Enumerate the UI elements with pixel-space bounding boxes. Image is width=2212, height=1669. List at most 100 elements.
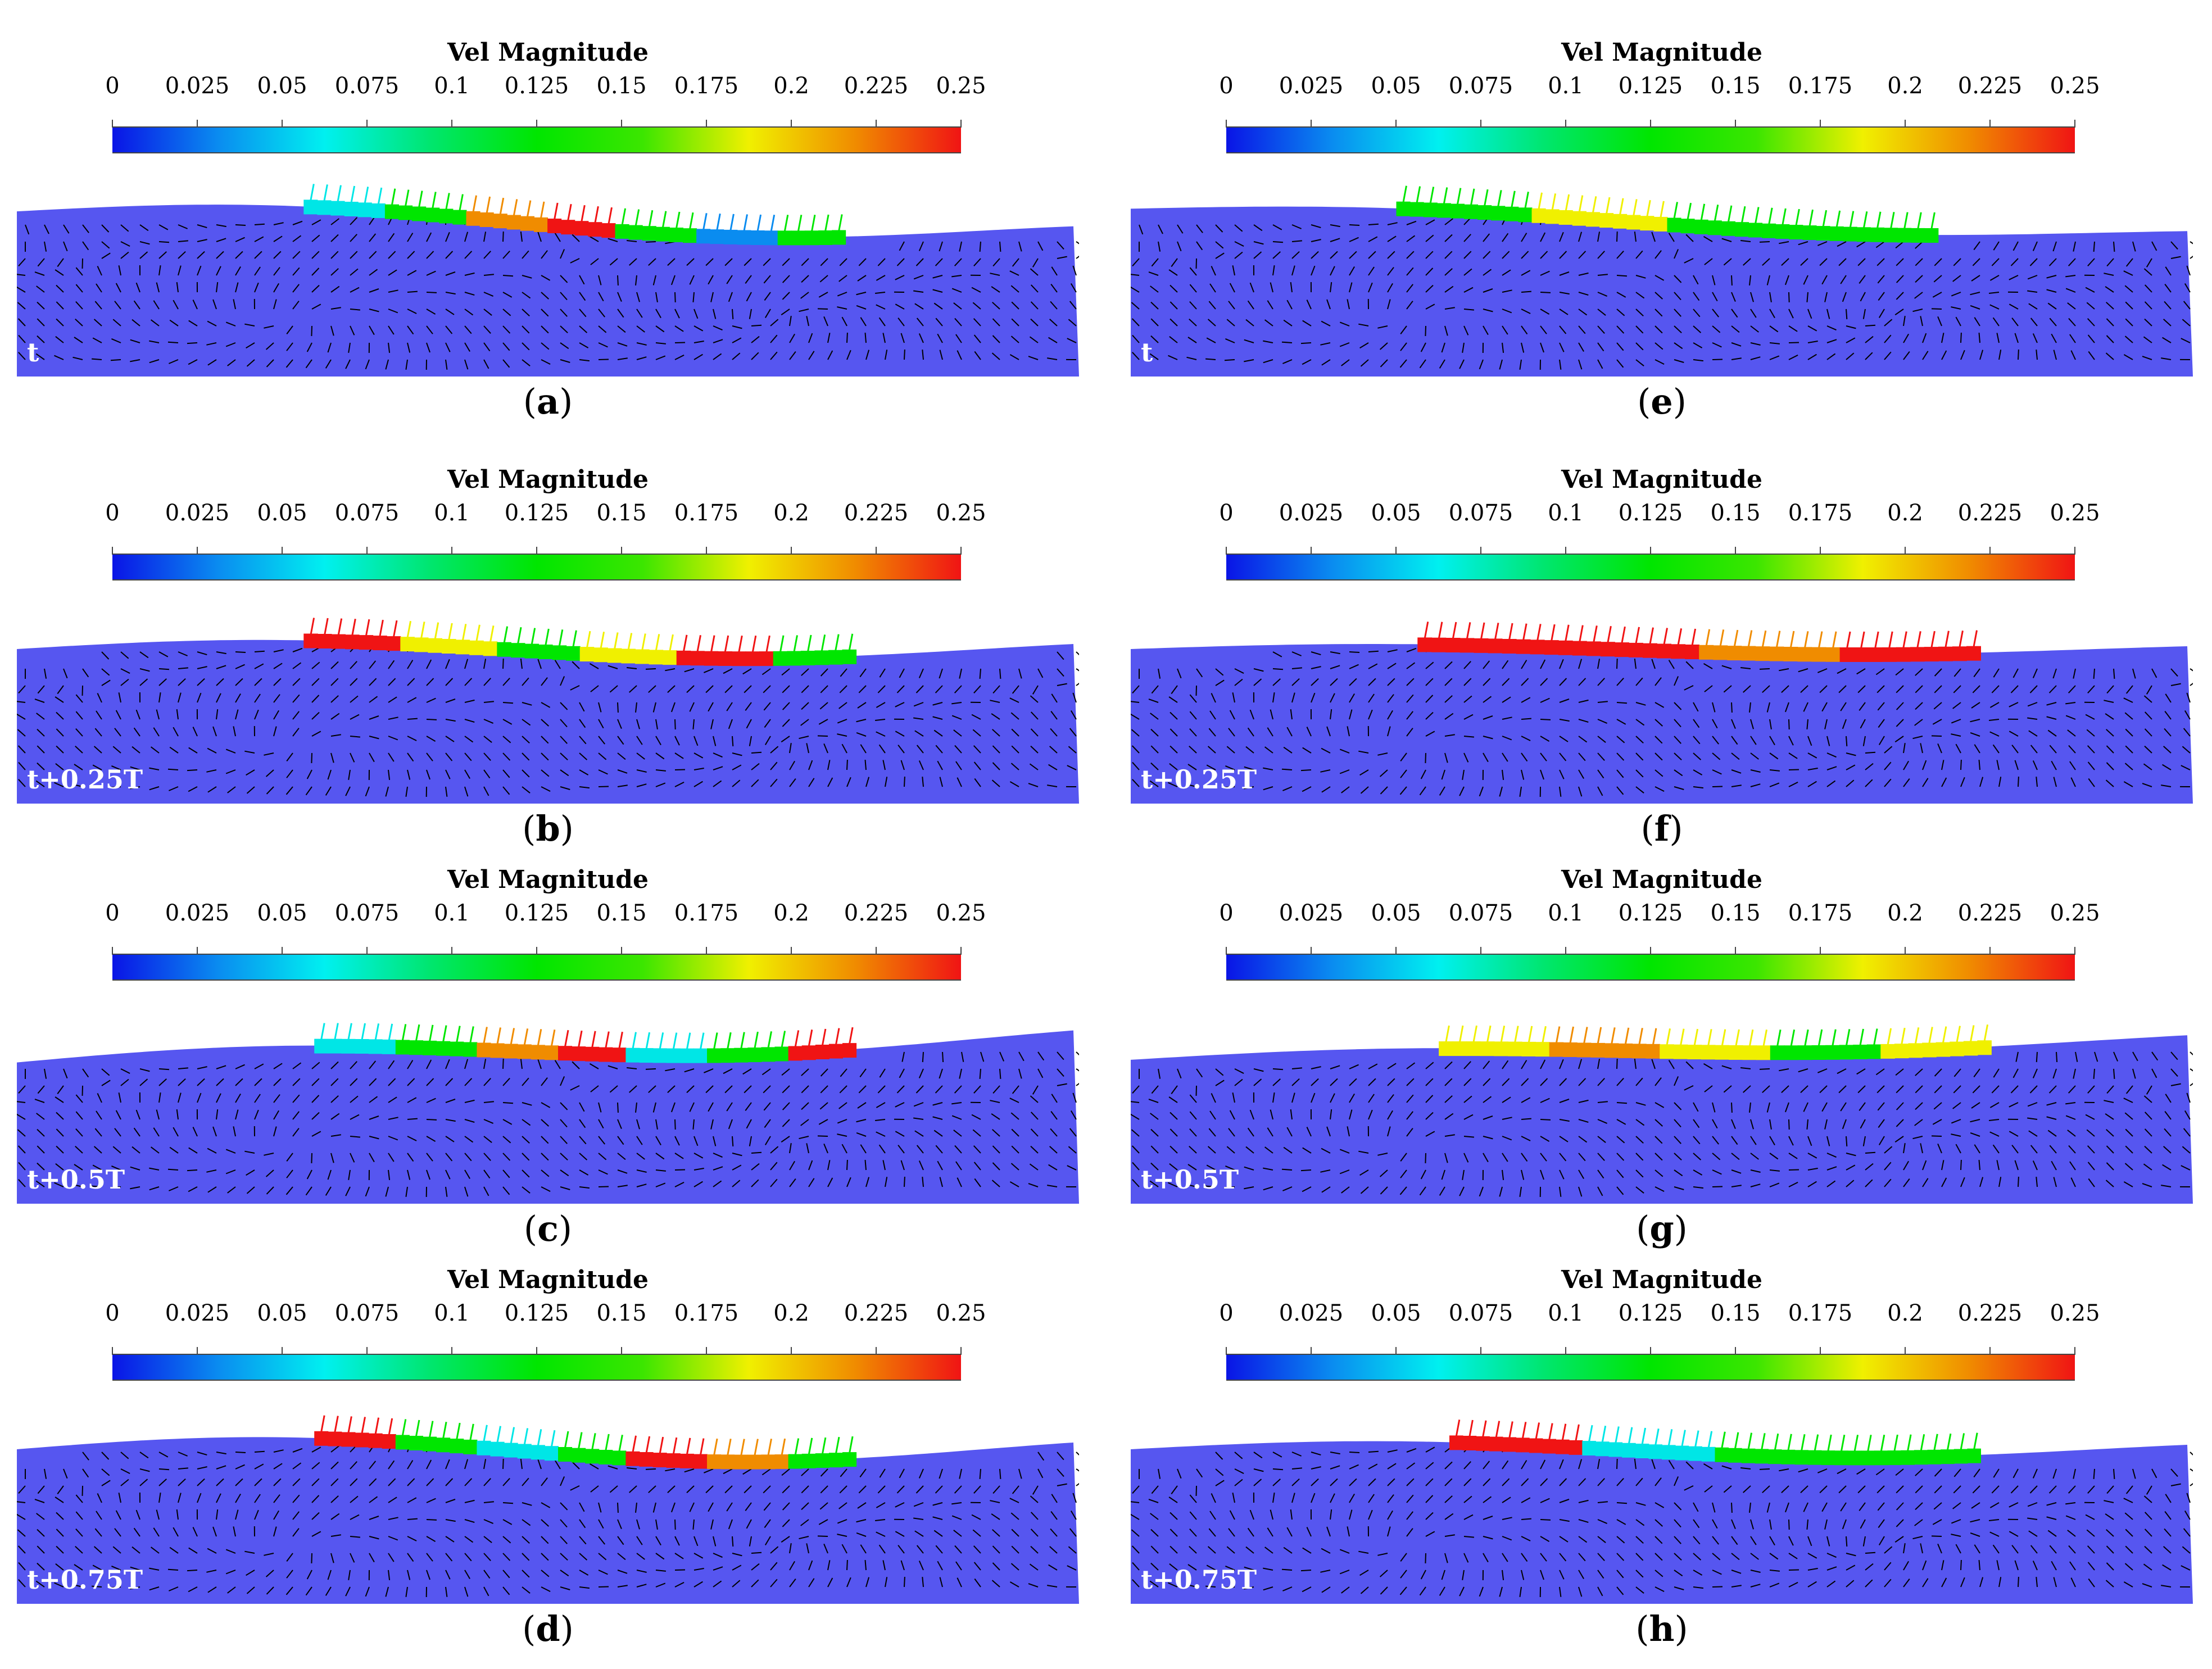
velocity-vector	[1234, 1068, 1244, 1074]
velocity-vector	[1186, 1584, 1197, 1588]
velocity-vector	[1444, 1534, 1455, 1537]
velocity-vector	[1674, 325, 1682, 334]
velocity-vector	[112, 1546, 121, 1554]
velocity-vector	[483, 1570, 491, 1579]
velocity-vector	[1578, 359, 1583, 370]
velocity-vector	[972, 302, 981, 310]
velocity-vector	[728, 1519, 733, 1530]
velocity-vector	[1048, 1164, 1058, 1171]
velocity-vector	[827, 1177, 833, 1187]
velocity-vector	[1788, 325, 1798, 332]
velocity-vector	[1057, 256, 1067, 259]
velocity-vector	[2070, 1577, 2076, 1588]
velocity-vector	[502, 1136, 511, 1144]
velocity-vector	[1731, 702, 1733, 713]
velocity-vector	[913, 1117, 924, 1120]
velocity-vector	[350, 309, 360, 311]
colorbar	[1226, 120, 2075, 153]
velocity-vector	[133, 1527, 140, 1537]
velocity-vector	[1937, 316, 1942, 326]
velocity-vector	[2032, 1068, 2038, 1078]
velocity-vector	[1674, 702, 1682, 710]
velocity-vector	[541, 752, 549, 761]
velocity-vector	[1368, 1494, 1375, 1503]
velocity-vector	[1635, 275, 1646, 279]
plate-segment	[1927, 1449, 1942, 1464]
velocity-vector	[1232, 265, 1235, 276]
velocity-vector	[808, 778, 815, 787]
velocity-vector	[1406, 711, 1413, 720]
velocity-vector	[636, 1136, 643, 1145]
velocity-vector	[1406, 662, 1416, 669]
velocity-vector	[1483, 251, 1491, 259]
velocity-vector	[111, 338, 121, 343]
velocity-vector	[2106, 1485, 2114, 1494]
velocity-vector	[1635, 1119, 1645, 1126]
velocity-vector	[579, 1119, 586, 1128]
velocity-vector	[1208, 1528, 1216, 1537]
velocity-vector	[464, 1586, 469, 1597]
velocity-vector	[426, 309, 436, 315]
velocity-vector	[235, 1078, 243, 1086]
velocity-vector	[1010, 1112, 1019, 1120]
plate-velocity-vector	[1508, 1421, 1513, 1440]
velocity-vector	[1425, 695, 1434, 703]
plate-velocity-vector	[726, 1032, 732, 1051]
velocity-vector	[1406, 728, 1413, 737]
velocity-vector	[2124, 763, 2133, 770]
plate-segment	[1466, 1041, 1481, 1056]
velocity-vector	[954, 258, 962, 266]
colorbar-tick-labels: 0 0.025 0.05 0.075 0.1 0.125 0.15 0.175 0.2 0.225…	[1219, 500, 2100, 534]
velocity-vector	[1150, 745, 1159, 754]
plate-velocity-vector	[1916, 631, 1921, 650]
plate-segment	[1897, 228, 1912, 243]
velocity-vector	[1597, 719, 1607, 724]
plate-velocity-vector	[659, 1436, 664, 1455]
velocity-vector	[1291, 240, 1302, 242]
velocity-vector	[1131, 318, 1140, 326]
velocity-vector	[1380, 359, 1388, 368]
velocity-vector	[1067, 1165, 1077, 1171]
velocity-vector	[369, 1153, 375, 1163]
velocity-vector	[350, 714, 360, 720]
colorbar-tick-mark	[876, 547, 877, 555]
velocity-vector	[2164, 711, 2172, 720]
velocity-vector	[1798, 1068, 1808, 1073]
velocity-vector	[522, 786, 531, 793]
plate-velocity-vector	[645, 1032, 651, 1051]
velocity-vector	[1693, 1136, 1701, 1145]
plate-segment	[450, 1041, 464, 1056]
plate-segment	[450, 1439, 464, 1454]
velocity-vector	[1047, 1585, 1058, 1588]
velocity-vector	[652, 1102, 656, 1113]
velocity-vector	[598, 1570, 608, 1575]
colorbar-tick-mark	[1905, 547, 1906, 555]
velocity-vector	[156, 1509, 160, 1520]
velocity-vector	[808, 333, 813, 343]
velocity-vector	[541, 1102, 551, 1108]
velocity-vector	[916, 1545, 924, 1554]
velocity-vector	[1441, 1570, 1445, 1580]
velocity-vector	[846, 350, 851, 360]
velocity-vector	[2047, 302, 2057, 310]
velocity-vector	[1387, 1094, 1394, 1103]
velocity-vector	[502, 1570, 510, 1579]
velocity-vector	[1196, 241, 1203, 251]
velocity-vector	[483, 659, 487, 669]
velocity-vector	[1502, 1153, 1508, 1162]
velocity-vector	[744, 685, 752, 693]
velocity-vector	[1321, 1148, 1331, 1154]
colorbar-tick-mark	[791, 1347, 792, 1355]
plate-velocity-vector	[337, 618, 343, 637]
velocity-vector	[2151, 241, 2157, 251]
velocity-vector	[2161, 357, 2172, 360]
velocity-vector	[782, 702, 790, 710]
velocity-vector	[522, 1502, 532, 1506]
velocity-vector	[1311, 666, 1321, 669]
time-label: t	[1141, 337, 1153, 368]
plate-segment	[520, 216, 534, 231]
velocity-vector	[264, 1553, 274, 1556]
velocity-vector	[1347, 1126, 1350, 1137]
velocity-vector	[1635, 736, 1644, 744]
velocity-vector	[554, 233, 561, 242]
